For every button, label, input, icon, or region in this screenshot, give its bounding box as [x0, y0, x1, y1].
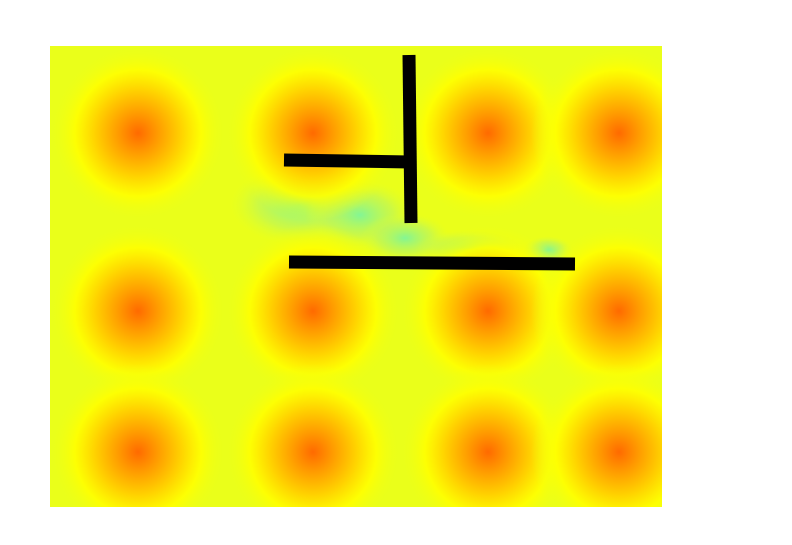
hotspot — [400, 46, 576, 221]
hotspot-group — [50, 46, 662, 507]
hotspot — [531, 364, 662, 507]
hotspot — [225, 46, 401, 221]
wall-group — [283, 54, 576, 271]
hotspot — [400, 364, 576, 507]
hotspot — [531, 46, 662, 221]
wall-vertical — [402, 54, 418, 224]
wall-horizontal-upper — [283, 153, 411, 169]
hotspot — [50, 364, 226, 507]
heatmap-layer — [50, 46, 662, 507]
hotspot — [50, 223, 226, 399]
hotspot — [50, 46, 226, 221]
wall-horizontal-lower — [288, 255, 576, 271]
hotspot — [225, 364, 401, 507]
